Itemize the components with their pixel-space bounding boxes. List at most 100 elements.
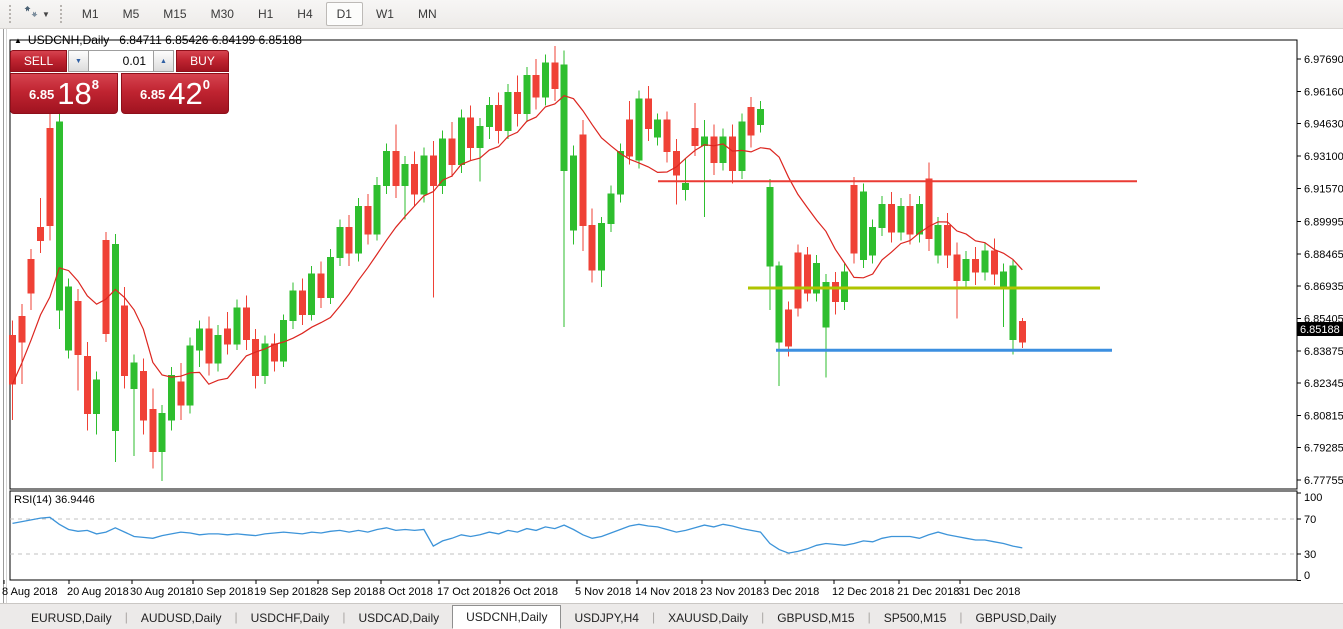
chart-canvas[interactable]: 6.97690 6.96160 6.94630 6.93100 6.91570 6.899… (0, 29, 1343, 603)
chart-tab-bar: EURUSD,Daily | AUDUSD,Daily | USDCHF,Daily | U… (0, 603, 1343, 629)
candle (710, 136, 718, 163)
candle (859, 191, 867, 260)
candle (392, 151, 400, 187)
timeframe-toolbar: ▼ M1 M5 M15 M30 H1 H4 D1 W1 MN (0, 0, 1343, 29)
toolbar-grip[interactable] (59, 5, 65, 23)
tab-usdcnh-daily[interactable]: USDCNH,Daily (452, 605, 562, 629)
price-axis-label: 6.79285 (1304, 443, 1343, 455)
sell-price-prefix: 6.85 (28, 87, 55, 102)
time-scale[interactable] (10, 580, 1297, 602)
volume-increase-button[interactable]: ▲ (153, 50, 174, 72)
candle (757, 108, 764, 125)
candle (1009, 265, 1017, 341)
candle (747, 106, 755, 136)
tab-separator: | (959, 609, 963, 624)
price-axis-label: 6.91570 (1304, 183, 1343, 195)
price-axis-label: 6.94630 (1304, 119, 1343, 131)
buy-button[interactable]: BUY (176, 50, 229, 72)
tab-usdjpy-h4[interactable]: USDJPY,H4 (574, 611, 639, 625)
candle (298, 290, 306, 315)
candle (654, 119, 662, 138)
candle (308, 273, 316, 315)
timeframe-button-m15[interactable]: M15 (163, 7, 187, 21)
timeframe-button-m5[interactable]: M5 (122, 7, 140, 21)
candle (822, 282, 830, 328)
candle (672, 151, 680, 176)
candle (738, 121, 746, 172)
date-axis-label: 10 Sep 2018 (191, 586, 253, 598)
candle (177, 381, 185, 406)
timeframe-button-mn[interactable]: MN (417, 7, 437, 21)
tab-sp500-m15[interactable]: SP500,M15 (883, 611, 947, 625)
candle (495, 104, 503, 132)
timeframe-button-d1[interactable]: D1 (325, 2, 363, 26)
candle (728, 136, 736, 172)
price-axis-label: 6.80815 (1304, 410, 1343, 422)
candle (317, 273, 325, 298)
candle (18, 315, 26, 343)
sell-button[interactable]: SELL (10, 50, 67, 72)
tab-gbpusd-m15[interactable]: GBPUSD,M15 (777, 611, 855, 625)
tab-separator: | (234, 609, 238, 624)
price-axis-label: 6.83875 (1304, 346, 1343, 358)
sell-price-digits: 18 (57, 76, 92, 111)
price-scale[interactable] (1297, 29, 1343, 580)
buy-price-button[interactable]: 6.85 42 0 (121, 73, 229, 114)
date-axis-label: 30 Aug 2018 (130, 586, 192, 598)
candle (663, 119, 671, 153)
tab-gbpusd-daily[interactable]: GBPUSD,Daily (975, 611, 1057, 625)
candle (560, 64, 568, 172)
rsi-plot-area[interactable] (9, 490, 1298, 581)
candle (242, 307, 250, 341)
date-axis-label: 8 Oct 2018 (379, 586, 433, 598)
date-axis-label: 20 Aug 2018 (67, 586, 129, 598)
tab-xauusd-daily[interactable]: XAUUSD,Daily (668, 611, 749, 625)
volume-decrease-button[interactable]: ▼ (68, 50, 89, 72)
toolbar-grip[interactable] (9, 5, 14, 23)
timeframe-button-m1[interactable]: M1 (81, 7, 99, 21)
candle (541, 62, 549, 98)
candle (532, 75, 540, 98)
price-arrows-tool-button[interactable]: ▼ (19, 2, 55, 26)
sell-price-button[interactable]: 6.85 18 8 (10, 73, 118, 114)
candle (1018, 321, 1026, 343)
timeframe-button-h1[interactable]: H1 (257, 7, 274, 21)
candle (186, 345, 194, 406)
buy-price-prefix: 6.85 (139, 87, 166, 102)
candle (345, 227, 353, 254)
candle (457, 117, 465, 165)
moving-average-line (11, 95, 1023, 385)
tab-usdchf-daily[interactable]: USDCHF,Daily (250, 611, 330, 625)
candle (252, 339, 260, 377)
rsi-axis-label: 0 (1304, 570, 1310, 582)
candle (139, 370, 147, 421)
candle (1000, 271, 1008, 288)
timeframe-button-h4[interactable]: H4 (297, 7, 313, 21)
date-axis-label: 3 Dec 2018 (763, 586, 819, 598)
candle (906, 206, 914, 235)
price-axis-label: 6.88465 (1304, 249, 1343, 261)
candle (46, 127, 54, 227)
candle (813, 263, 821, 294)
timeframe-button-m30[interactable]: M30 (210, 7, 234, 21)
tab-audusd-daily[interactable]: AUDUSD,Daily (140, 611, 222, 625)
candle (644, 98, 652, 129)
volume-input[interactable]: 0.01 (89, 50, 153, 72)
candle (598, 223, 606, 271)
candle (915, 204, 923, 235)
price-axis-label: 6.96160 (1304, 86, 1343, 98)
candle (485, 104, 493, 127)
timeframe-button-w1[interactable]: W1 (375, 7, 394, 21)
main-plot-area[interactable] (9, 39, 1298, 490)
tab-eurusd-daily[interactable]: EURUSD,Daily (31, 611, 112, 625)
date-axis-label: 28 Sep 2018 (316, 586, 378, 598)
timeframe-buttons: M1 M5 M15 M30 H1 H4 D1 W1 MN (70, 2, 449, 26)
candle (111, 244, 119, 432)
tab-usdcad-daily[interactable]: USDCAD,Daily (358, 611, 440, 625)
candle (691, 127, 699, 146)
candle (467, 117, 475, 148)
tab-separator: | (651, 609, 656, 624)
volume-stepper: ▼ 0.01 ▲ (68, 50, 174, 72)
collapse-arrow-icon: ▲ (14, 36, 22, 45)
date-axis-label: 12 Dec 2018 (832, 586, 894, 598)
